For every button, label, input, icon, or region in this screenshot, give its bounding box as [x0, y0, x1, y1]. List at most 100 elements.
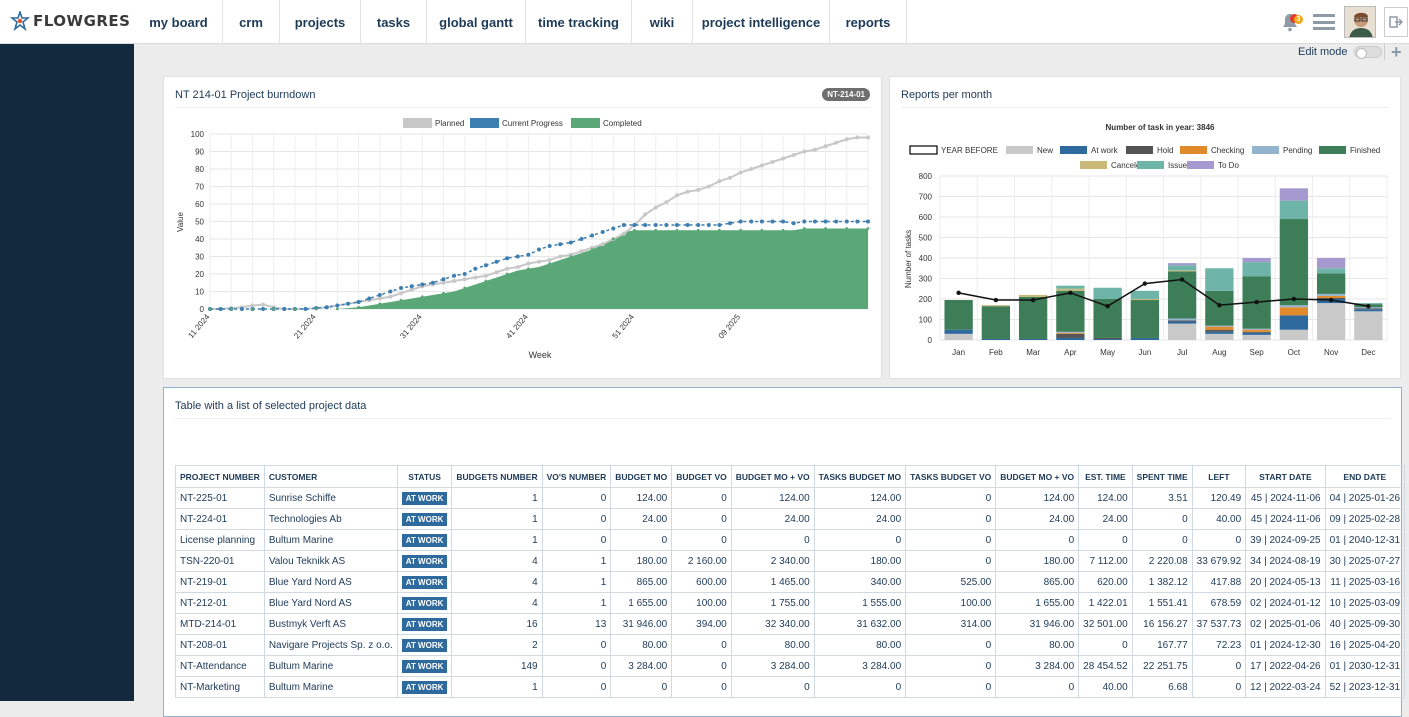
main-nav: my board crm projects tasks global gantt… [135, 0, 907, 44]
current-point [473, 266, 478, 271]
column-header[interactable]: BUDGET MO + VO [995, 465, 1080, 488]
edit-mode-control[interactable]: Edit mode [1298, 46, 1382, 59]
column-header[interactable]: BUDGETS NUMBER [451, 465, 543, 488]
x-tick-label: Apr [1064, 348, 1077, 357]
column-header[interactable]: BUDGET VO [671, 465, 732, 488]
planned-point [802, 149, 807, 154]
bar-segment [1018, 338, 1048, 340]
current-point [611, 226, 616, 231]
column-header[interactable]: SPENT TIME [1131, 465, 1193, 488]
completed-point [675, 228, 679, 232]
nav-project-intelligence[interactable]: project intelligence [693, 0, 830, 44]
table-row[interactable]: NT-208-01 Navigare Projects Sp. z o.o. AT … [175, 634, 1406, 656]
y-tick-label: 40 [195, 235, 204, 244]
table-row[interactable]: NT-Marketing Bultum Marine AT WORK 1 0 0 0 0 0 0 0… [175, 676, 1406, 698]
project-number-cell[interactable]: TSN-220-01 [175, 550, 265, 572]
column-header[interactable]: TASKS BUDGET VO [905, 465, 997, 488]
table-row[interactable]: NT-Attendance Bultum Marine AT WORK 149 0 3 2… [175, 655, 1406, 677]
table-row[interactable]: License planning Bultum Marine AT WORK 1 0 0 0… [175, 529, 1406, 551]
table-cell: Bultum Marine [263, 676, 398, 698]
column-header[interactable]: END DATE [1324, 465, 1406, 488]
x-tick-label: Oct [1288, 348, 1301, 357]
x-tick-label: Jun [1138, 348, 1151, 357]
current-point [367, 296, 372, 301]
nav-global-gantt[interactable]: global gantt [427, 0, 526, 44]
bar-segment [1354, 309, 1383, 312]
table-row[interactable]: NT-219-01 Blue Yard Nord AS AT WORK 4 1 865.0… [175, 571, 1406, 593]
current-point [261, 307, 266, 311]
table-row[interactable]: NT-225-01 Sunrise Schiffe AT WORK 1 0 124.00 0… [175, 487, 1406, 509]
column-header[interactable]: BUDGET MO [610, 465, 673, 488]
nav-wiki[interactable]: wiki [632, 0, 693, 44]
completed-point [590, 248, 594, 251]
bar-segment [1316, 273, 1346, 294]
logo[interactable]: FLOWGRES [10, 10, 130, 32]
completed-point [272, 307, 276, 311]
table-row[interactable]: TSN-220-01 Valou Teknikk AS AT WORK 4 1 180.0… [175, 550, 1406, 572]
nav-crm[interactable]: crm [223, 0, 280, 44]
legend-swatch [1060, 146, 1087, 154]
column-header[interactable]: LEFT [1191, 465, 1247, 488]
current-point [749, 219, 754, 224]
current-point [452, 273, 457, 278]
project-number-cell[interactable]: NT-219-01 [175, 571, 265, 593]
table-cell: 20 | 2024-05-13 [1245, 571, 1326, 593]
project-number-cell[interactable]: NT-Attendance [175, 655, 265, 677]
table-cell: 0 [995, 676, 1080, 698]
project-number-cell[interactable]: NT-212-01 [175, 592, 265, 614]
edit-mode-toggle[interactable] [1353, 46, 1382, 59]
project-number-cell[interactable]: NT-224-01 [175, 508, 265, 530]
nav-my-board[interactable]: my board [135, 0, 223, 44]
table-row[interactable]: NT-224-01 Technologies Ab AT WORK 1 0 24.00 0 2… [175, 508, 1406, 530]
nav-tasks[interactable]: tasks [361, 0, 427, 44]
bar-segment [1130, 290, 1160, 299]
column-header[interactable]: TASKS BUDGET MO [813, 465, 907, 488]
planned-point [791, 153, 796, 157]
table-cell: 6.68 [1131, 676, 1193, 698]
bar-segment [1130, 299, 1160, 301]
y-tick-label: 30 [195, 253, 204, 262]
column-header[interactable]: VO'S NUMBER [541, 465, 612, 488]
table-cell: 10 | 2025-03-09 [1324, 592, 1406, 614]
column-header[interactable]: EST. TIME [1078, 465, 1133, 488]
table-cell: 0 [541, 634, 612, 656]
column-header[interactable]: PROJECT NUMBER [175, 465, 265, 488]
table-row[interactable]: NT-212-01 Blue Yard Nord AS AT WORK 4 1 1 655… [175, 592, 1406, 614]
nav-time-tracking[interactable]: time tracking [526, 0, 632, 44]
table-cell: 13 [541, 613, 612, 635]
menu-icon[interactable] [1312, 12, 1336, 32]
table-row[interactable]: MTD-214-01 Bustmyk Verft AS AT WORK 16 13 31 … [175, 613, 1406, 635]
column-header[interactable]: CUSTOMER [263, 465, 398, 488]
y-tick-label: 70 [195, 183, 204, 192]
table-cell: 0 [1078, 634, 1133, 656]
logout-button[interactable] [1384, 7, 1408, 37]
table-cell: 28 454.52 [1078, 655, 1133, 677]
avatar[interactable] [1344, 6, 1376, 38]
notification-bell[interactable]: 3 [1276, 7, 1306, 37]
column-header[interactable]: STATUS [396, 465, 453, 488]
table-cell: 0 [541, 508, 612, 530]
column-header[interactable]: START DATE [1245, 465, 1326, 488]
nav-reports[interactable]: reports [830, 0, 907, 44]
column-header[interactable]: BUDGET MO + VO [730, 465, 815, 488]
year-before-point [1366, 303, 1371, 309]
table-cell: 24.00 [610, 508, 673, 530]
completed-point [378, 302, 382, 306]
series-completed [210, 228, 868, 309]
current-point [600, 230, 605, 234]
nav-projects[interactable]: projects [280, 0, 361, 44]
add-widget-button[interactable]: + [1391, 42, 1402, 62]
current-point [664, 223, 669, 227]
legend-label: New [1037, 146, 1053, 155]
status-cell: AT WORK [396, 487, 453, 509]
table-cell: 24.00 [1078, 508, 1133, 530]
project-number-cell[interactable]: NT-225-01 [175, 487, 265, 509]
year-before-point [1179, 277, 1185, 282]
current-point [515, 254, 520, 259]
project-number-cell[interactable]: MTD-214-01 [175, 613, 265, 635]
project-number-cell[interactable]: NT-Marketing [175, 676, 265, 698]
project-number-cell[interactable]: License planning [175, 529, 265, 551]
table-cell: 02 | 2025-01-06 [1245, 613, 1326, 635]
project-number-cell[interactable]: NT-208-01 [175, 634, 265, 656]
y-tick-label: 20 [195, 270, 204, 279]
